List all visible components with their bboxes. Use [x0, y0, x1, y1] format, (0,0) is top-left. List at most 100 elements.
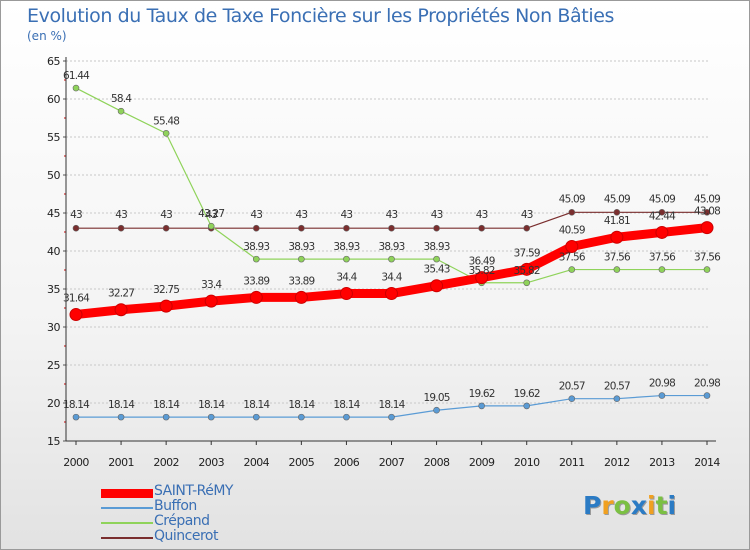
data-label-saint-remy: 33.4 — [201, 279, 222, 291]
data-point-buffon — [343, 413, 350, 421]
y-tick-label: 35 — [47, 283, 60, 296]
y-tick-label: 25 — [47, 359, 60, 372]
x-tick-label: 2006 — [334, 456, 360, 469]
data-label-buffon: 18.14 — [153, 399, 180, 411]
legend-label-buffon: Buffon — [154, 498, 197, 514]
data-point-crepand — [613, 266, 621, 273]
logo-letter: r — [601, 491, 614, 520]
data-point-saint-remy — [385, 287, 398, 301]
data-point-buffon — [207, 413, 215, 421]
data-label-crepand: 35.82 — [514, 265, 540, 277]
data-label-crepand: 38.93 — [424, 241, 450, 253]
logo-letter: i — [647, 491, 656, 520]
data-point-saint-remy — [159, 299, 173, 313]
chart-title: Evolution du Taux de Taxe Foncière sur l… — [27, 5, 615, 27]
data-label-saint-remy: 32.75 — [153, 284, 179, 296]
data-point-saint-remy — [475, 271, 489, 285]
y-tick-label: 50 — [47, 169, 60, 182]
data-label-buffon: 20.98 — [694, 378, 720, 390]
data-point-saint-remy — [114, 303, 128, 317]
data-label-crepand: 38.93 — [333, 241, 359, 253]
y-tick-label: 65 — [47, 55, 60, 68]
data-label-quincerot: 45.09 — [604, 193, 630, 205]
x-tick-label: 2010 — [514, 456, 540, 469]
x-tick-label: 2005 — [289, 456, 315, 469]
data-label-quincerot: 43 — [431, 209, 443, 221]
data-point-buffon — [298, 413, 305, 421]
data-label-quincerot: 43 — [386, 209, 398, 221]
data-point-crepand — [388, 255, 395, 263]
data-label-buffon: 19.62 — [469, 388, 495, 400]
data-point-saint-remy — [294, 290, 308, 304]
data-point-quincerot — [388, 224, 395, 232]
data-label-saint-remy: 32.27 — [108, 288, 134, 300]
data-point-crepand — [162, 130, 170, 137]
data-label-crepand: 43.27 — [198, 208, 224, 220]
data-label-crepand: 61.44 — [63, 70, 90, 82]
data-point-quincerot — [298, 224, 305, 232]
data-label-buffon: 18.14 — [108, 399, 135, 411]
data-point-crepand — [72, 84, 80, 92]
data-label-buffon: 18.14 — [378, 399, 405, 411]
data-label-saint-remy: 31.64 — [63, 293, 90, 305]
legend-swatch-saint-remy — [101, 489, 153, 498]
x-tick-label: 2013 — [649, 456, 675, 469]
data-point-buffon — [388, 413, 395, 421]
data-label-quincerot: 45.09 — [694, 193, 720, 205]
data-point-crepand — [703, 266, 711, 273]
data-label-saint-remy: 43.08 — [694, 206, 720, 218]
x-tick-label: 2003 — [198, 456, 224, 469]
x-tick-label: 2001 — [108, 456, 134, 469]
data-point-quincerot — [343, 224, 350, 232]
data-label-crepand: 38.93 — [288, 241, 314, 253]
data-point-quincerot — [703, 209, 711, 216]
legend-swatch-buffon — [101, 507, 153, 509]
data-point-saint-remy — [339, 287, 353, 301]
data-label-quincerot: 43 — [115, 209, 127, 221]
data-point-saint-remy — [204, 294, 218, 308]
data-label-crepand: 58.4 — [111, 93, 132, 105]
y-tick-label: 20 — [47, 397, 60, 410]
data-label-quincerot: 45.09 — [649, 193, 675, 205]
logo-letter: i — [667, 491, 677, 520]
legend-swatch-quincerot — [101, 537, 153, 539]
data-label-buffon: 18.14 — [333, 399, 360, 411]
data-label-crepand: 38.93 — [243, 241, 269, 253]
data-label-buffon: 18.14 — [63, 399, 90, 411]
data-label-quincerot: 43 — [160, 209, 172, 221]
data-label-saint-remy: 36.49 — [469, 256, 495, 268]
legend-label-crepand: Crépand — [154, 513, 210, 529]
x-tick-label: 2012 — [604, 456, 630, 469]
data-label-buffon: 18.14 — [198, 399, 225, 411]
chart-subtitle: (en %) — [27, 29, 67, 43]
data-point-crepand — [433, 255, 440, 263]
data-label-crepand: 37.56 — [559, 252, 586, 264]
data-label-crepand: 37.56 — [604, 252, 631, 264]
data-point-quincerot — [613, 209, 621, 216]
data-point-saint-remy — [610, 230, 624, 244]
data-label-saint-remy: 41.81 — [604, 215, 630, 227]
legend-swatch-crepand — [101, 522, 153, 524]
x-tick-label: 2007 — [379, 456, 405, 469]
logo-letter: o — [613, 491, 631, 520]
data-point-quincerot — [117, 224, 125, 232]
x-tick-label: 2009 — [469, 456, 495, 469]
x-tick-label: 2004 — [243, 456, 269, 469]
data-label-quincerot: 43 — [250, 209, 262, 221]
data-point-crepand — [252, 255, 260, 263]
data-label-quincerot: 43 — [476, 209, 488, 221]
data-point-crepand — [568, 266, 576, 273]
data-label-quincerot: 43 — [521, 209, 533, 221]
logo-letter: x — [630, 491, 647, 520]
data-point-buffon — [252, 413, 260, 421]
data-label-buffon: 20.98 — [649, 378, 675, 390]
data-label-quincerot: 43 — [205, 209, 217, 221]
x-tick-label: 2002 — [153, 456, 179, 469]
data-label-saint-remy: 34.4 — [336, 272, 357, 284]
data-label-saint-remy: 42.44 — [649, 210, 676, 222]
data-label-buffon: 18.14 — [243, 399, 270, 411]
logo-letter: P — [583, 491, 602, 520]
x-tick-label: 2000 — [63, 456, 89, 469]
data-label-buffon: 19.62 — [514, 388, 540, 400]
y-tick-label: 55 — [47, 131, 60, 144]
